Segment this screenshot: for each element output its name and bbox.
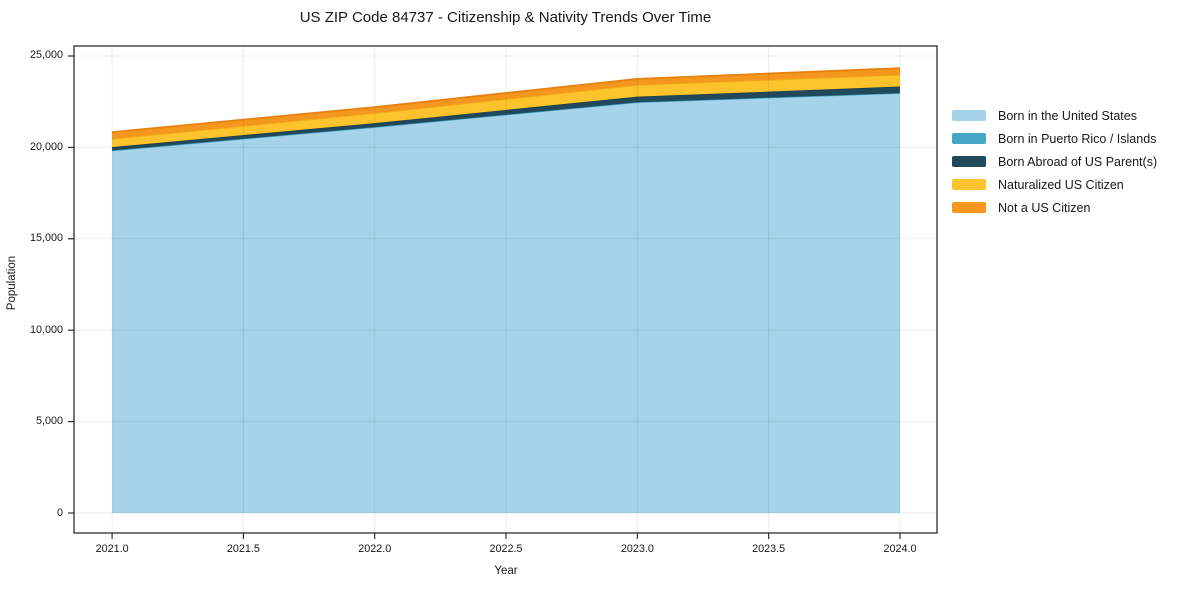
area-edge-4 bbox=[111, 67, 901, 134]
legend: Born in the United States Born in Puerto … bbox=[952, 108, 1158, 215]
area-series-3 bbox=[112, 74, 900, 148]
x-tick-label: 2023.0 bbox=[620, 543, 654, 555]
legend-swatch bbox=[952, 202, 986, 213]
x-tick-label: 2023.5 bbox=[752, 543, 786, 555]
y-tick-label: 0 bbox=[56, 506, 63, 519]
area-series-4 bbox=[112, 68, 900, 139]
x-tick-label: 2022.0 bbox=[358, 543, 392, 555]
legend-swatch bbox=[952, 110, 986, 121]
legend-label: Born in Puerto Rico / Islands bbox=[998, 131, 1157, 146]
legend-item-1: Born in Puerto Rico / Islands bbox=[952, 131, 1157, 146]
y-tick-label: 5,000 bbox=[35, 415, 63, 428]
y-tick-label: 15,000 bbox=[29, 232, 63, 245]
x-tick-label: 2022.5 bbox=[489, 543, 523, 555]
x-axis-label: Year bbox=[494, 565, 518, 577]
legend-label: Born in the United States bbox=[998, 108, 1137, 123]
x-tick-label: 2021.0 bbox=[95, 543, 129, 555]
y-tick-label: 10,000 bbox=[29, 323, 63, 336]
legend-label: Born Abroad of US Parent(s) bbox=[998, 154, 1158, 169]
legend-item-4: Not a US Citizen bbox=[952, 200, 1157, 215]
x-tick-label: 2021.5 bbox=[226, 543, 260, 555]
y-tick-label: 20,000 bbox=[29, 140, 63, 153]
legend-swatch bbox=[952, 133, 986, 144]
y-axis-label: Population bbox=[6, 255, 18, 311]
chart-title: US ZIP Code 84737 - Citizenship & Nativi… bbox=[299, 9, 712, 26]
y-tick-label: 25,000 bbox=[29, 49, 63, 62]
legend-swatch bbox=[952, 156, 986, 167]
legend-label: Naturalized US Citizen bbox=[998, 177, 1124, 192]
x-tick-label: 2024.0 bbox=[883, 543, 917, 555]
legend-swatch bbox=[952, 179, 986, 190]
area-series-2 bbox=[112, 86, 900, 151]
legend-item-3: Naturalized US Citizen bbox=[952, 177, 1157, 192]
legend-item-0: Born in the United States bbox=[952, 108, 1157, 123]
legend-label: Not a US Citizen bbox=[998, 200, 1091, 215]
area-series-0 bbox=[112, 93, 900, 514]
legend-item-2: Born Abroad of US Parent(s) bbox=[952, 154, 1158, 169]
